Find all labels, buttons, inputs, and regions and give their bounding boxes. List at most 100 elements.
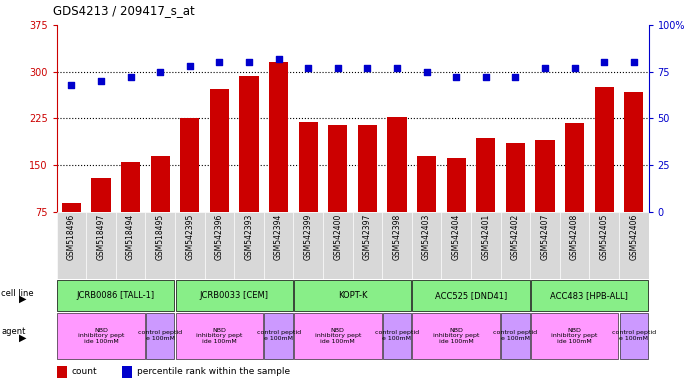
Bar	[264, 313, 293, 359]
Text: control peptid
e 100mM: control peptid e 100mM	[493, 330, 538, 341]
Bar	[293, 212, 323, 279]
Text: GSM542408: GSM542408	[570, 214, 579, 260]
Point	[66, 82, 77, 88]
Bar	[86, 212, 116, 279]
Text: agent: agent	[1, 326, 26, 336]
Bar	[269, 62, 288, 212]
Point	[451, 74, 462, 80]
Text: ACC483 [HPB-ALL]: ACC483 [HPB-ALL]	[551, 291, 629, 300]
Text: GSM542404: GSM542404	[452, 214, 461, 260]
Point	[480, 74, 491, 80]
Text: control peptid
e 100mM: control peptid e 100mM	[257, 330, 301, 341]
Text: GSM542407: GSM542407	[540, 214, 549, 260]
Text: KOPT-K: KOPT-K	[338, 291, 367, 300]
Text: JCRB0086 [TALL-1]: JCRB0086 [TALL-1]	[77, 291, 155, 300]
Text: NBD
inhibitory pept
ide 100mM: NBD inhibitory pept ide 100mM	[551, 328, 598, 344]
Bar	[239, 76, 259, 212]
Bar	[506, 143, 525, 212]
Bar	[175, 280, 293, 311]
Point	[155, 69, 166, 75]
Point	[244, 59, 255, 65]
Point	[599, 59, 610, 65]
Bar	[264, 212, 293, 279]
Bar	[57, 366, 67, 378]
Text: GSM542394: GSM542394	[274, 214, 283, 260]
Bar	[204, 212, 234, 279]
Bar	[387, 117, 406, 212]
Bar	[234, 212, 264, 279]
Text: control peptid
e 100mM: control peptid e 100mM	[138, 330, 182, 341]
Bar	[175, 313, 263, 359]
Text: GSM542397: GSM542397	[363, 214, 372, 260]
Point	[421, 69, 432, 75]
Text: ▶: ▶	[19, 333, 26, 343]
Bar	[116, 212, 146, 279]
Text: GSM518494: GSM518494	[126, 214, 135, 260]
Bar	[175, 212, 204, 279]
Text: GSM542393: GSM542393	[244, 214, 253, 260]
Point	[629, 59, 640, 65]
Point	[510, 74, 521, 80]
Text: NBD
inhibitory pept
ide 100mM: NBD inhibitory pept ide 100mM	[78, 328, 124, 344]
Bar	[476, 138, 495, 212]
Bar	[531, 280, 648, 311]
Point	[125, 74, 136, 80]
Bar	[57, 313, 145, 359]
Text: NBD
inhibitory pept
ide 100mM: NBD inhibitory pept ide 100mM	[315, 328, 361, 344]
Bar	[446, 158, 466, 212]
Point	[95, 78, 106, 84]
Bar	[328, 125, 347, 212]
Bar	[589, 212, 619, 279]
Bar	[382, 212, 412, 279]
Bar	[620, 313, 648, 359]
Bar	[294, 280, 411, 311]
Bar	[150, 156, 170, 212]
Text: GSM542402: GSM542402	[511, 214, 520, 260]
Bar	[57, 280, 175, 311]
Text: NBD
inhibitory pept
ide 100mM: NBD inhibitory pept ide 100mM	[433, 328, 480, 344]
Text: GSM542403: GSM542403	[422, 214, 431, 260]
Point	[184, 63, 195, 69]
Text: GSM518497: GSM518497	[97, 214, 106, 260]
Text: percentile rank within the sample: percentile rank within the sample	[137, 367, 290, 376]
Text: GSM542400: GSM542400	[333, 214, 342, 260]
Bar	[413, 313, 500, 359]
Bar	[180, 118, 199, 212]
Bar	[531, 313, 618, 359]
Text: GSM542401: GSM542401	[482, 214, 491, 260]
Bar	[413, 280, 530, 311]
Bar	[146, 212, 175, 279]
Text: count: count	[71, 367, 97, 376]
Point	[391, 65, 402, 71]
Bar	[146, 313, 175, 359]
Text: JCRB0033 [CEM]: JCRB0033 [CEM]	[199, 291, 268, 300]
Text: GSM542396: GSM542396	[215, 214, 224, 260]
Text: GSM542399: GSM542399	[304, 214, 313, 260]
Point	[303, 65, 314, 71]
Bar	[501, 313, 530, 359]
Text: GSM542395: GSM542395	[186, 214, 195, 260]
Bar	[299, 122, 318, 212]
Text: GSM542405: GSM542405	[600, 214, 609, 260]
Text: ACC525 [DND41]: ACC525 [DND41]	[435, 291, 507, 300]
Bar	[294, 313, 382, 359]
Bar	[619, 212, 649, 279]
Text: control peptid
e 100mM: control peptid e 100mM	[375, 330, 419, 341]
Point	[214, 59, 225, 65]
Point	[569, 65, 580, 71]
Text: NBD
inhibitory pept
ide 100mM: NBD inhibitory pept ide 100mM	[196, 328, 243, 344]
Text: GSM542406: GSM542406	[629, 214, 638, 260]
Bar	[530, 212, 560, 279]
Bar	[442, 212, 471, 279]
Bar	[595, 87, 614, 212]
Bar	[91, 178, 110, 212]
Bar	[417, 156, 436, 212]
Bar	[121, 366, 132, 378]
Point	[273, 56, 284, 62]
Bar	[121, 162, 140, 212]
Bar	[560, 212, 589, 279]
Bar	[624, 92, 643, 212]
Bar	[323, 212, 353, 279]
Bar	[57, 212, 86, 279]
Bar	[500, 212, 530, 279]
